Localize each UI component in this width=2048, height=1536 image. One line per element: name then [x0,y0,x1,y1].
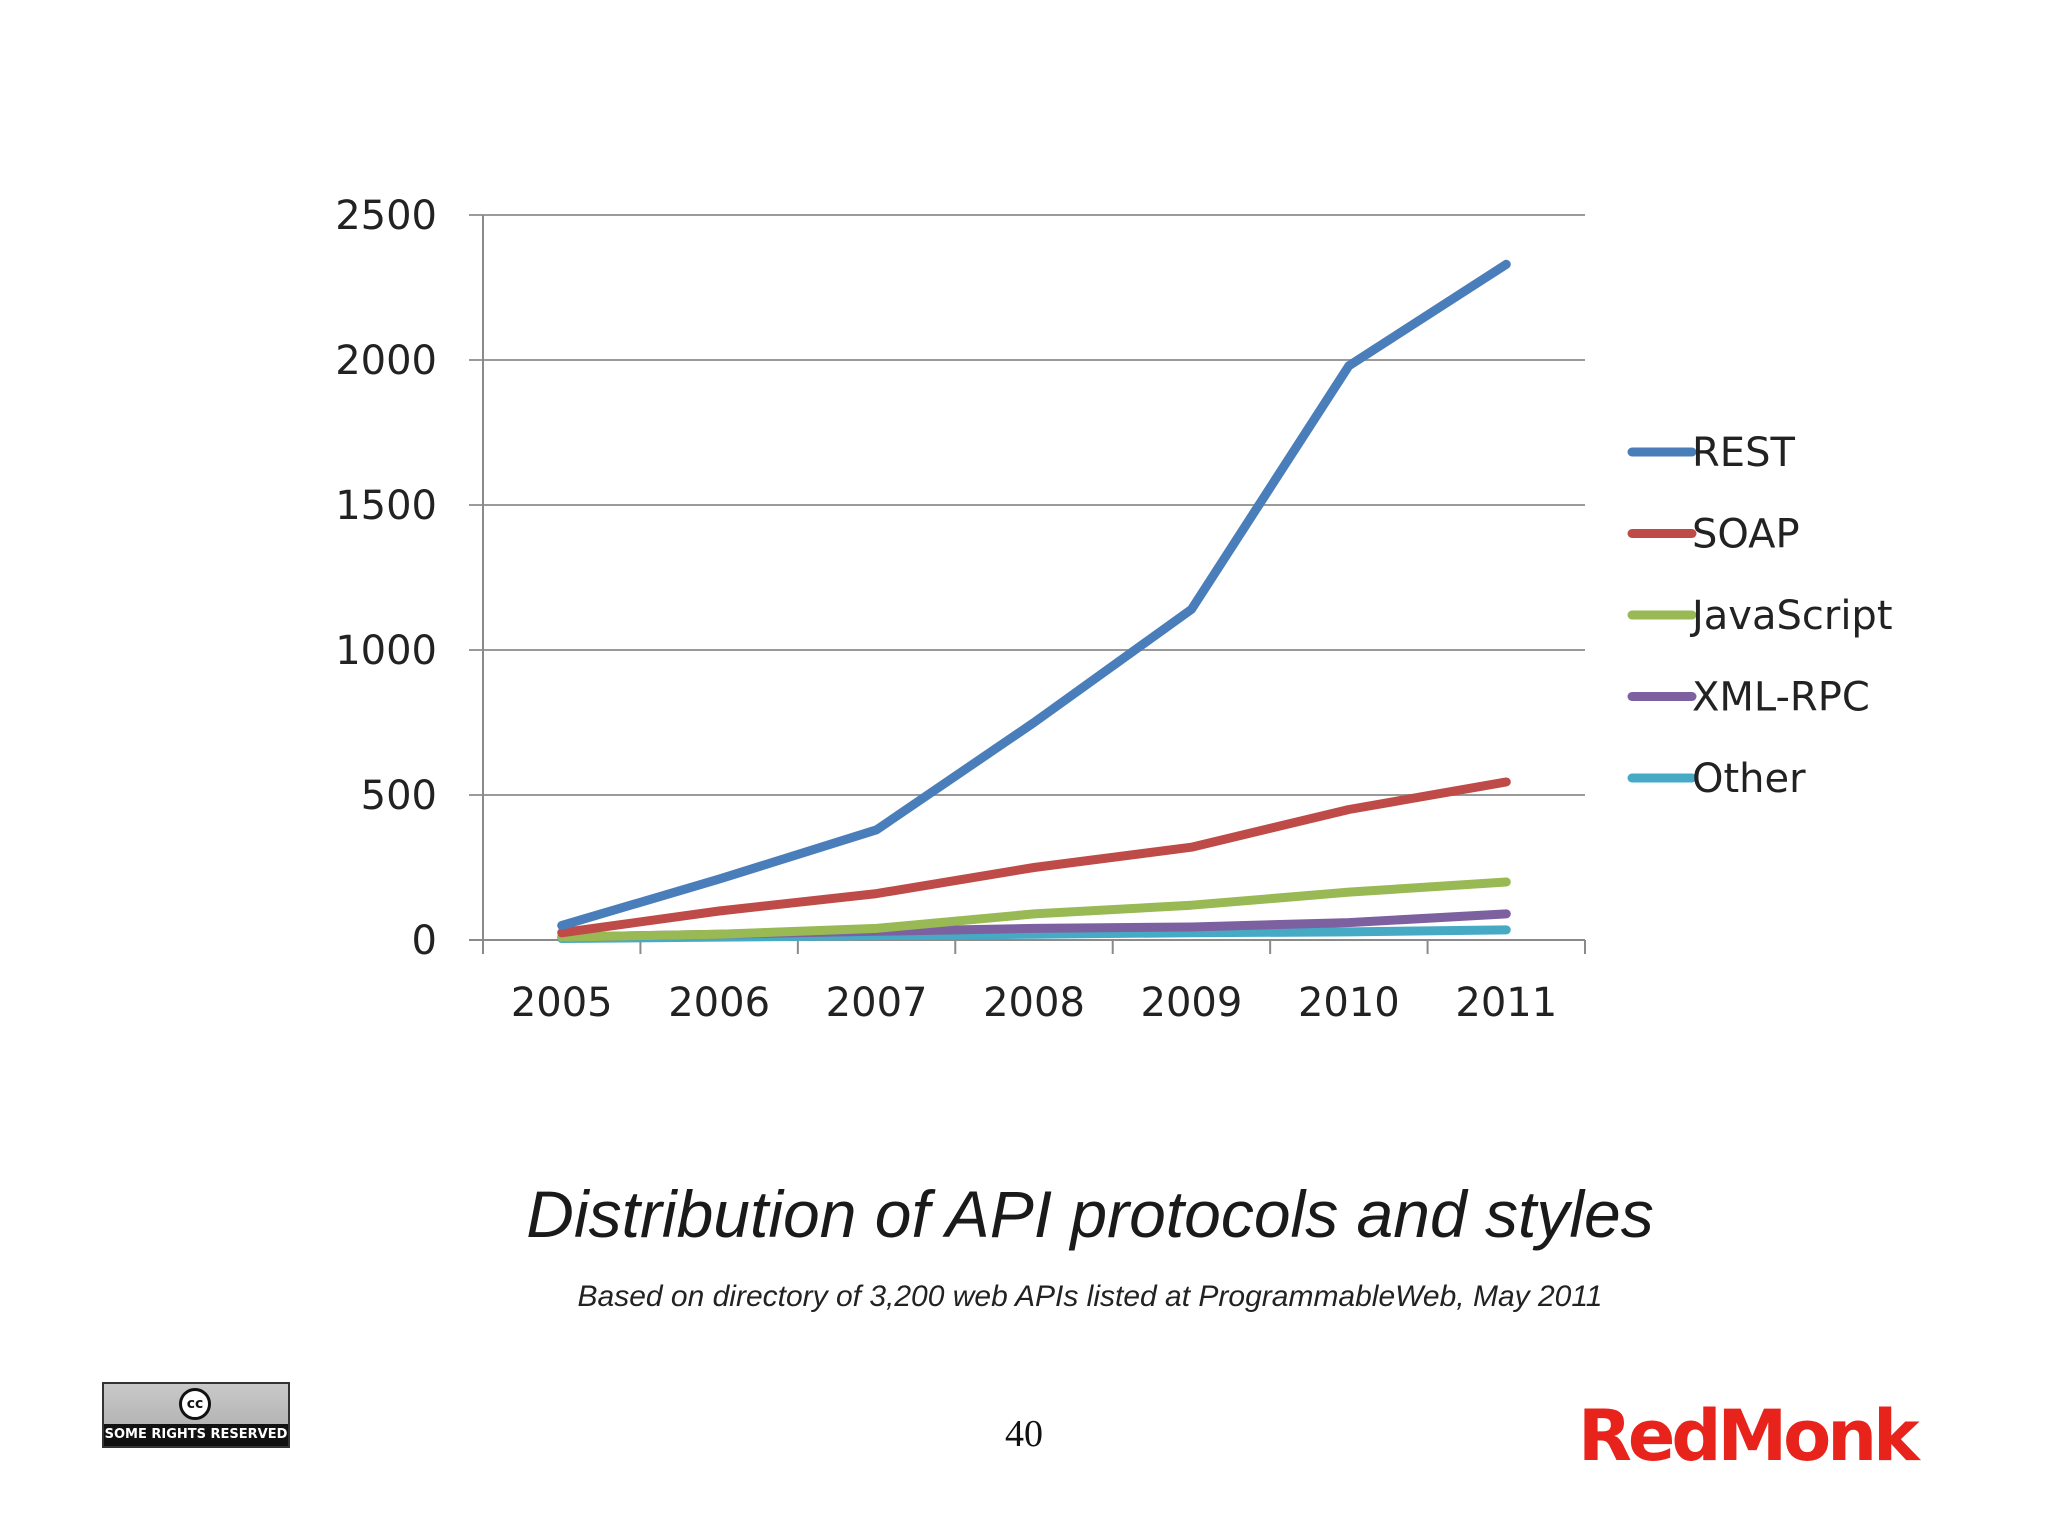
series-line-javascript [557,877,1511,942]
x-tick-label: 2006 [668,980,770,1026]
y-tick-label: 500 [361,773,437,819]
series-line-soap [557,777,1511,938]
x-tick-label: 2007 [826,980,928,1026]
y-tick-label: 2000 [335,338,437,384]
chart-title: Distribution of API protocols and styles [526,1177,1654,1251]
x-tick-label: 2005 [511,980,613,1026]
legend: REST SOAP JavaScript XML-RPC Other [1627,430,1893,802]
y-tick-label: 1500 [335,483,437,529]
series-lines [557,259,1511,944]
legend-label-other: Other [1692,756,1806,802]
x-tick-label: 2010 [1298,980,1400,1026]
redmonk-logo: RedMonk [1578,1395,1920,1477]
x-tick-label: 2008 [983,980,1085,1026]
grid-lines [469,214,1585,796]
series-line-rest [557,259,1511,930]
cc-icon: cc [179,1388,211,1420]
creative-commons-badge[interactable]: cc SOME RIGHTS RESERVED [102,1382,290,1448]
y-tick-label: 2500 [335,193,437,239]
x-tick-label: 2009 [1141,980,1243,1026]
redmonk-logo-text: RedMonk [1578,1395,1920,1477]
y-tick-label: 1000 [335,628,437,674]
legend-label-xml-rpc: XML-RPC [1692,675,1870,721]
legend-label-rest: REST [1692,430,1795,476]
y-tick-label: 0 [412,918,437,964]
x-tick-label: 2011 [1455,980,1557,1026]
axes: 0 500 1000 1500 2000 2500 2005 2006 2007 2008 2009… [335,193,1586,1026]
chart-subtitle: Based on directory of 3,200 web APIs lis… [577,1280,1603,1313]
page-number: 40 [1005,1413,1043,1455]
license-badge-text: SOME RIGHTS RESERVED [104,1424,288,1446]
legend-label-soap: SOAP [1692,512,1800,558]
legend-label-javascript: JavaScript [1689,593,1893,639]
